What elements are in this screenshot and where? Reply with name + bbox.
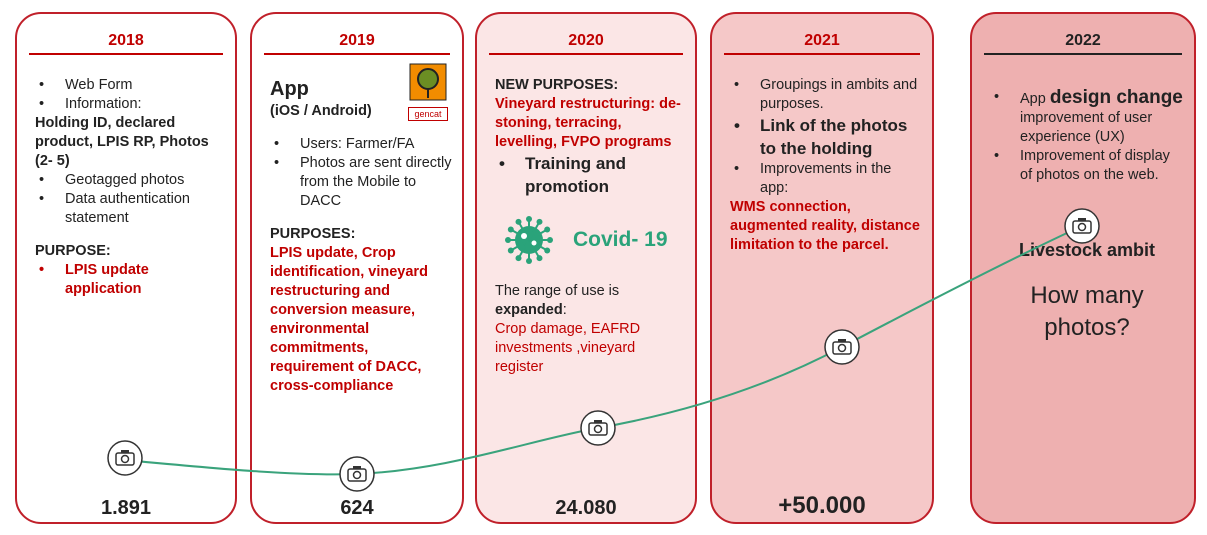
text-block: Information:: [35, 95, 225, 114]
logo-icon: [409, 63, 447, 101]
text-block: Training and promotion: [495, 152, 685, 198]
card-body: Web FormInformation:Holding ID, declared…: [35, 76, 225, 299]
year-heading: 2021: [724, 32, 920, 55]
photo-count: +50.000: [778, 492, 866, 519]
text-block: Covid- 19: [495, 212, 685, 268]
text-block: Data authentication statement: [35, 190, 225, 228]
virus-icon: [505, 216, 553, 264]
text-block: Improvements in the app:: [730, 160, 922, 198]
year-heading: 2019: [264, 32, 450, 55]
text-block: Users: Farmer/FA: [270, 135, 452, 154]
card-body: Groupings in ambits and purposes.Link of…: [730, 76, 922, 255]
year-card: 2018 Web FormInformation:Holding ID, decl…: [15, 12, 237, 524]
text-block: PURPOSE:: [35, 243, 111, 259]
card-body: NEW PURPOSES: Vineyard restructuring: de-…: [495, 76, 685, 377]
text-block: LPIS update, Crop identification, vineya…: [270, 245, 428, 394]
text-block: LPIS update application: [35, 261, 225, 299]
text-block: Groupings in ambits and purposes.: [730, 76, 922, 114]
logo-text: gencat: [408, 107, 448, 121]
text-block: (iOS / Android): [270, 103, 372, 119]
text-block: Link of the photos to the holding: [730, 114, 922, 160]
year-heading: 2018: [29, 32, 223, 55]
text-block: Improvement of display of photos on the …: [990, 147, 1184, 185]
text-block: App design change: [990, 88, 1184, 109]
text-block: Photos are sent directly from the Mobile…: [270, 154, 452, 211]
text-block: App: [270, 78, 309, 100]
year-card: 2020 NEW PURPOSES: Vineyard restructuring:…: [475, 12, 697, 524]
card-body: App (iOS / Android) Users: Farmer/FAPhotos…: [270, 76, 452, 396]
text-block: NEW PURPOSES:: [495, 77, 619, 93]
text-block: The range of use is expanded:: [495, 282, 685, 320]
year-card: 2021 Groupings in ambits and purposes.Lin…: [710, 12, 934, 524]
text-block: PURPOSES:: [270, 226, 356, 242]
text-block: Livestock ambit: [1018, 240, 1156, 260]
gencat-logo: gencat: [408, 62, 448, 121]
text-block: Vineyard restructuring: de-stoning, terr…: [495, 96, 681, 150]
text-span: expanded: [495, 302, 563, 318]
text-span: App: [1020, 91, 1050, 107]
year-card: 2019 App (iOS / Android) Users: Farmer/FAPh…: [250, 12, 464, 524]
year-heading: 2022: [984, 32, 1182, 55]
text-block: Holding ID, declared product, LPIS RP, P…: [35, 115, 209, 169]
text-span: design change: [1049, 87, 1183, 108]
text-block: WMS connection, augmented reality, dista…: [730, 199, 920, 253]
text-block: improvement of user experience (UX): [1020, 110, 1153, 145]
text-block: Crop damage, EAFRD investments ,vineyard…: [495, 321, 641, 375]
text-span: The range of use is: [495, 283, 620, 299]
text-block: Geotagged photos: [35, 171, 225, 190]
year-heading: 2020: [489, 32, 683, 55]
text-span: :: [562, 302, 567, 318]
text-block: Web Form: [35, 76, 225, 95]
text-block: How many photos?: [1030, 282, 1144, 341]
photo-count: 24.080: [555, 497, 617, 519]
photo-count: 624: [340, 497, 374, 519]
photo-count: 1.891: [100, 497, 152, 519]
